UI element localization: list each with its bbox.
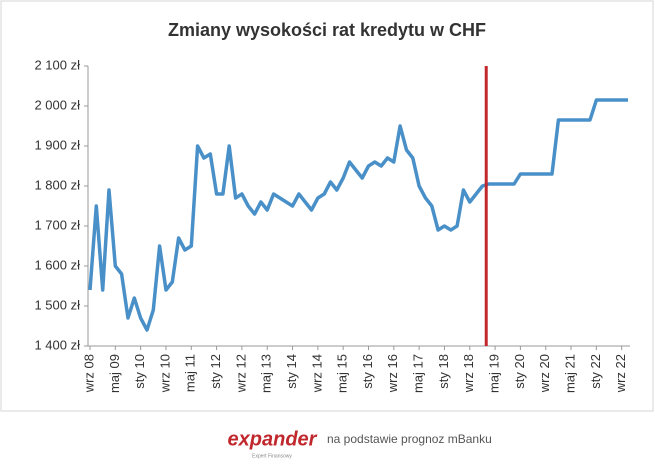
x-tick-label: maj 17 <box>411 354 426 393</box>
x-tick-label: wrz 10 <box>157 354 172 393</box>
x-tick-label: sty 14 <box>284 354 299 389</box>
x-tick-label: wrz 22 <box>613 354 628 393</box>
source-note: na podstawie prognoz mBanku <box>327 432 492 446</box>
x-tick-label: sty 12 <box>208 354 223 389</box>
x-tick-label: sty 22 <box>588 354 603 389</box>
x-tick-label: wrz 08 <box>81 354 96 393</box>
y-tick-label: 1 400 zł <box>34 337 80 352</box>
logo-subtitle: Expert Finansowy <box>252 453 292 459</box>
data-line <box>88 98 628 332</box>
x-tick-label: maj 19 <box>487 354 502 393</box>
x-tick-label: wrz 16 <box>385 354 400 393</box>
chart-title: Zmiany wysokości rat kredytu w CHF <box>168 20 486 40</box>
x-tick-label: wrz 18 <box>461 354 476 393</box>
x-tick-label: sty 16 <box>360 354 375 389</box>
x-tick-label: wrz 14 <box>309 354 324 393</box>
x-tick-label: maj 11 <box>183 354 198 392</box>
x-tick-label: maj 13 <box>259 354 274 393</box>
x-tick-label: sty 18 <box>436 354 451 389</box>
x-tick-label: wrz 20 <box>537 354 552 393</box>
y-tick-label: 1 700 zł <box>34 217 80 232</box>
x-tick-label: wrz 12 <box>233 354 248 393</box>
y-tick-label: 1 900 zł <box>34 137 80 152</box>
x-tick-label: maj 09 <box>107 354 122 393</box>
y-tick-label: 2 100 zł <box>34 57 80 72</box>
y-tick-label: 2 000 zł <box>34 97 80 112</box>
x-tick-label: sty 10 <box>132 354 147 389</box>
y-tick-label: 1 800 zł <box>34 177 80 192</box>
x-tick-label: maj 15 <box>335 354 350 393</box>
logo: expander <box>228 428 318 450</box>
x-tick-label: maj 21 <box>562 354 577 393</box>
y-tick-label: 1 600 zł <box>34 257 80 272</box>
chart-frame <box>0 0 654 412</box>
x-tick-label: sty 20 <box>512 354 527 389</box>
y-tick-label: 1 500 zł <box>34 297 80 312</box>
